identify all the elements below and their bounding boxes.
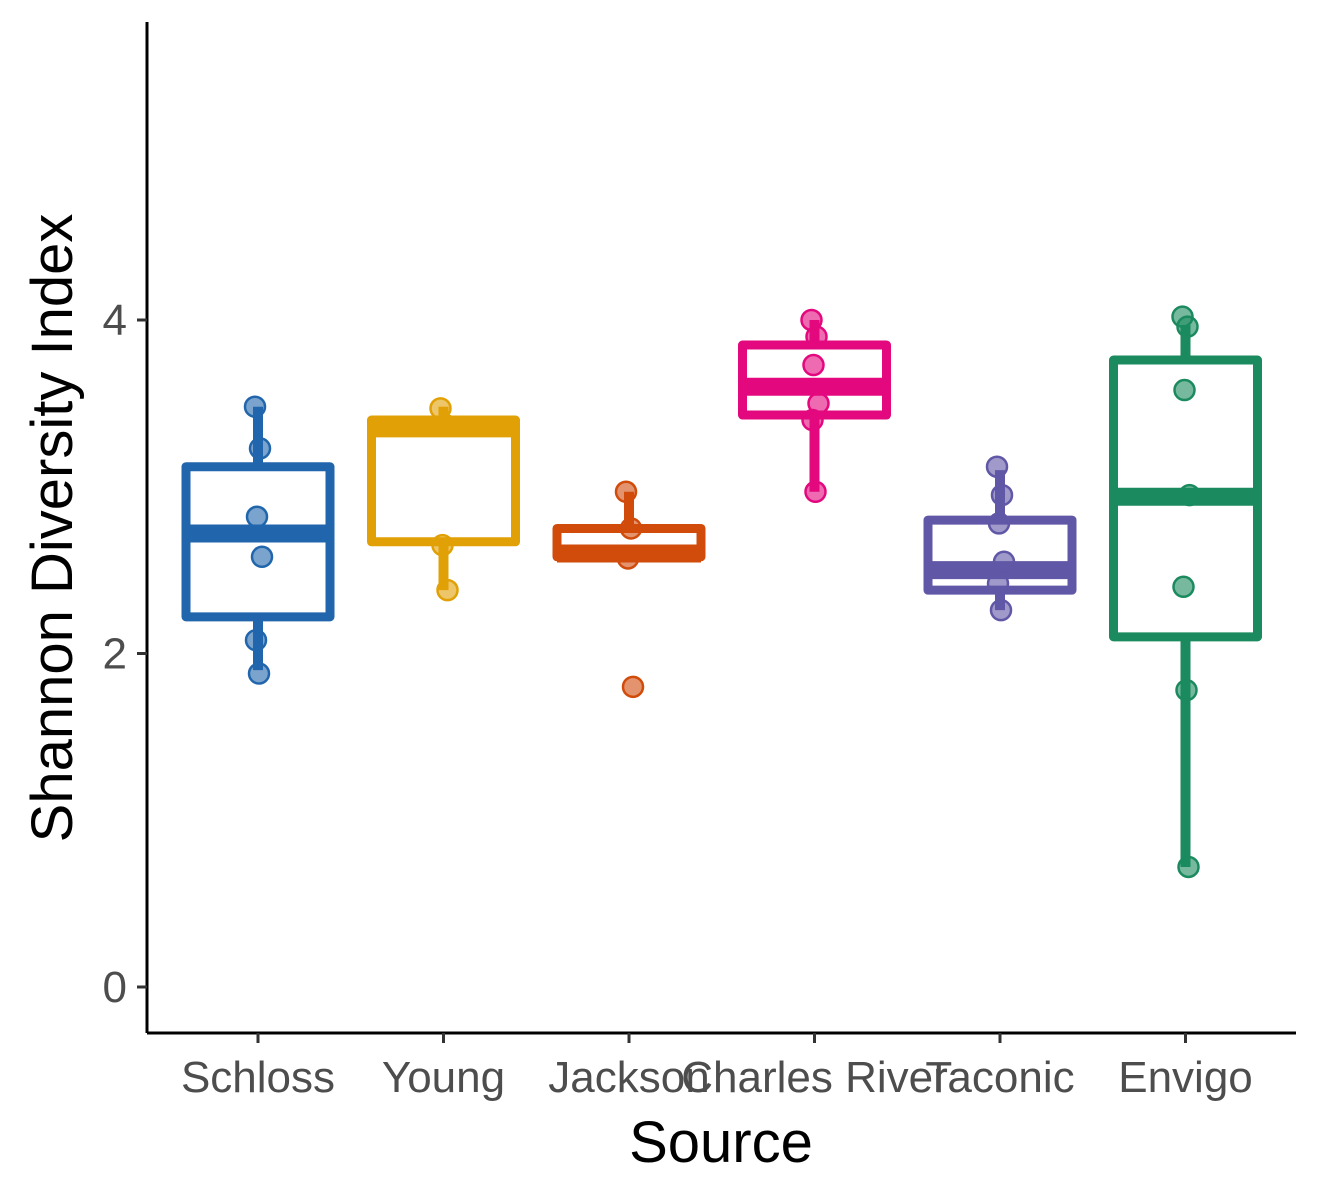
y-tick-label: 4	[103, 296, 127, 345]
x-tick-label: Jackson	[548, 1053, 709, 1102]
data-point	[619, 517, 643, 540]
data-point	[248, 437, 272, 460]
data-point	[801, 408, 824, 432]
data-point	[1175, 678, 1198, 702]
data-point	[985, 455, 1009, 478]
data-point	[992, 550, 1016, 574]
data-point	[244, 628, 268, 652]
data-point	[247, 662, 271, 685]
y-axis-title: Shannon Diversity Index	[20, 214, 85, 843]
data-point	[436, 578, 459, 602]
data-point	[621, 675, 645, 699]
data-point	[986, 572, 1010, 595]
data-point	[990, 483, 1014, 507]
data-point	[1173, 378, 1196, 402]
x-tick-label: Schloss	[181, 1053, 335, 1102]
x-tick-label: Young	[382, 1053, 505, 1102]
axes-layer	[137, 22, 1296, 1043]
y-tick-label: 0	[103, 963, 127, 1012]
iqr-box	[367, 415, 520, 547]
data-point	[1178, 483, 1201, 507]
x-tick-label: Taconic	[925, 1053, 1074, 1102]
data-point	[802, 353, 825, 377]
y-tick-label: 2	[103, 630, 127, 679]
data-point	[1177, 855, 1200, 879]
x-axis-title: Source	[629, 1110, 813, 1175]
data-point	[434, 413, 457, 437]
data-point	[243, 395, 267, 418]
boxes-layer	[181, 320, 1262, 867]
data-point	[987, 512, 1011, 535]
data-point	[431, 533, 454, 557]
data-point	[250, 545, 274, 569]
x-tick-label: Envigo	[1118, 1053, 1253, 1102]
data-point	[805, 325, 828, 348]
data-point	[616, 547, 640, 570]
data-point	[1172, 575, 1195, 599]
x-tick-label: Charles River	[681, 1053, 948, 1102]
points-layer	[243, 305, 1201, 879]
data-point	[614, 480, 638, 504]
data-point	[804, 480, 827, 504]
data-point	[245, 505, 269, 529]
data-point	[989, 598, 1013, 622]
data-point	[1176, 315, 1199, 338]
